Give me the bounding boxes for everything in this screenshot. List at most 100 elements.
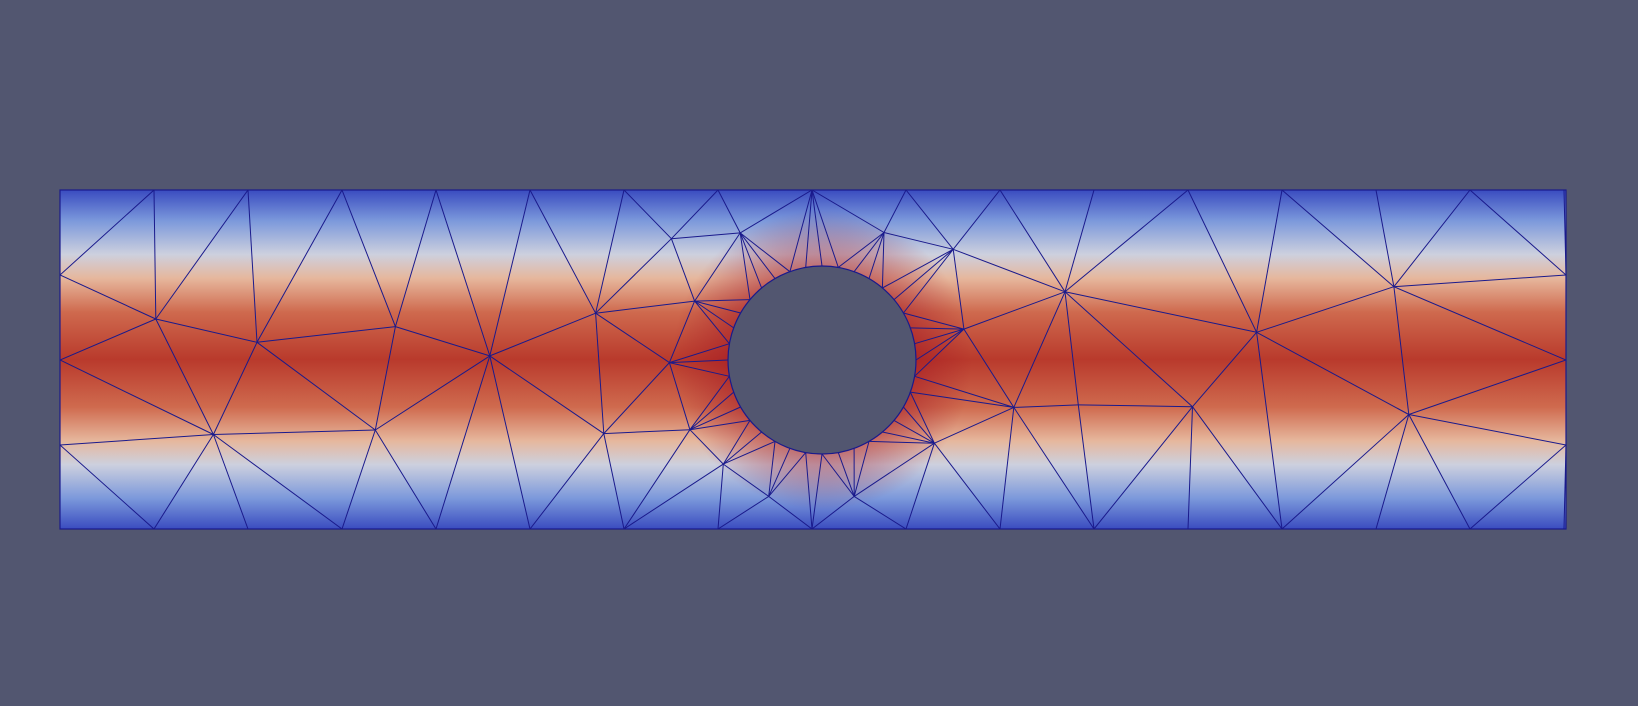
mesh-edge: [905, 190, 954, 250]
mesh-edge: [60, 318, 156, 361]
circular-hole: [727, 265, 917, 455]
mesh-edge: [903, 406, 935, 444]
mesh-edge: [694, 300, 734, 329]
mesh-edge: [213, 429, 376, 435]
mesh-edge: [903, 312, 965, 330]
mesh-edge: [213, 434, 343, 529]
mesh-edge: [853, 441, 870, 497]
mesh-edge: [893, 419, 935, 444]
mesh-edge: [914, 328, 965, 377]
mesh-edge: [1192, 406, 1283, 529]
mesh-edge: [689, 419, 751, 431]
mesh-edge: [811, 190, 823, 267]
mesh-edge: [883, 190, 907, 233]
mesh-edge: [1093, 406, 1193, 529]
channel-domain: [59, 189, 1567, 530]
mesh-edge: [256, 341, 376, 431]
mesh-edge: [374, 429, 437, 529]
mesh-edge: [256, 190, 343, 343]
mesh-edge: [603, 362, 670, 434]
mesh-edge: [1393, 286, 1566, 361]
mesh-edge: [1078, 404, 1193, 408]
mesh-edge: [717, 495, 769, 529]
mesh-edge: [595, 190, 625, 314]
mesh-edge: [717, 464, 724, 529]
mesh-edge: [768, 496, 813, 529]
mesh-edge: [934, 406, 1015, 444]
mesh-edge: [905, 443, 935, 529]
mesh-edge: [1187, 406, 1193, 529]
mesh-edge: [882, 248, 954, 289]
mesh-edge: [1064, 291, 1257, 333]
mesh-edge: [805, 452, 813, 529]
mesh-edge: [489, 190, 531, 357]
mesh-edge: [623, 463, 724, 529]
mesh-edge: [811, 496, 855, 529]
mesh-edge: [1408, 414, 1471, 529]
mesh-edge: [722, 420, 751, 465]
mesh-edge: [489, 355, 531, 529]
mesh-edge: [910, 327, 964, 330]
mesh-edge: [155, 318, 214, 435]
mesh-edge: [623, 190, 672, 240]
mesh-edge: [1281, 190, 1395, 288]
mesh-edge: [435, 355, 491, 529]
mesh-edge: [739, 232, 751, 300]
mesh-edge: [837, 232, 885, 268]
mesh-edge: [1192, 331, 1257, 408]
mesh-edge: [739, 232, 776, 279]
mesh-edge: [768, 441, 776, 497]
mesh-edge: [1187, 190, 1258, 333]
mesh-edge: [1393, 190, 1471, 288]
mesh-edge: [1375, 190, 1395, 287]
mesh-edge: [60, 274, 157, 320]
mesh-edge: [155, 318, 258, 343]
mesh-edge: [881, 232, 885, 289]
mesh-edge: [1064, 291, 1079, 405]
mesh-edge: [1013, 407, 1095, 529]
mesh-edge: [768, 452, 807, 497]
mesh-edge: [1064, 291, 1193, 408]
mesh-edge: [670, 238, 696, 302]
mesh-edge: [723, 463, 769, 497]
mesh-edge: [595, 300, 695, 314]
mesh-edge: [723, 440, 776, 465]
mesh-edge: [668, 300, 696, 363]
mesh-edge: [671, 232, 741, 240]
mesh-edge: [1393, 286, 1410, 415]
mesh-edge: [489, 312, 596, 357]
mesh-edge: [853, 442, 935, 497]
mesh-edge: [489, 355, 605, 435]
mesh-edge: [689, 406, 741, 431]
mesh-edge: [256, 326, 396, 343]
mesh-edge: [669, 362, 730, 377]
mesh-edge: [963, 291, 1066, 330]
mesh-edge: [1256, 190, 1283, 333]
mesh-edge: [893, 248, 954, 300]
mesh-edge: [689, 376, 730, 430]
mesh-edge: [1393, 274, 1566, 288]
mesh-edge: [915, 328, 965, 361]
mesh-edge: [595, 312, 670, 364]
mesh-edge: [805, 190, 813, 268]
mesh-edge: [341, 429, 376, 529]
mesh-edge: [623, 429, 691, 529]
mesh-edge: [722, 431, 762, 465]
mesh-edge: [155, 190, 249, 320]
mesh-edge: [1013, 404, 1079, 408]
mesh-edge: [811, 190, 839, 268]
mesh-edge: [1064, 190, 1189, 293]
mesh-edge: [853, 232, 885, 273]
mesh-edge: [1408, 359, 1566, 415]
mesh-edge: [739, 232, 763, 289]
mesh-edge: [789, 190, 813, 272]
mesh-edge: [603, 433, 625, 529]
mesh-edge: [999, 407, 1015, 529]
mesh-edge: [60, 444, 155, 529]
mesh-edge: [868, 440, 935, 444]
mesh-edge: [395, 326, 490, 357]
mesh-edge: [153, 434, 214, 529]
mesh-edge: [341, 190, 396, 327]
